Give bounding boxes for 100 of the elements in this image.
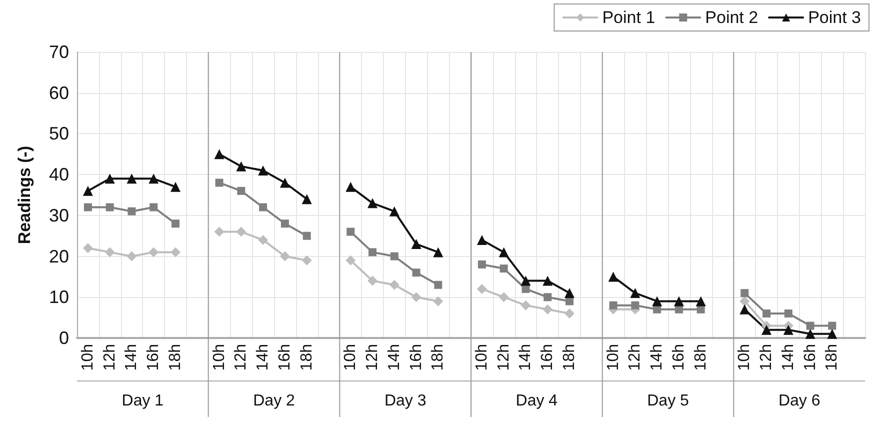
x-tick-label: 18h — [298, 344, 316, 371]
text: Day 1 — [122, 392, 164, 410]
point — [784, 309, 792, 318]
legend-label: Point 1 — [602, 8, 656, 27]
point — [280, 178, 290, 188]
x-tick-label: 14h — [254, 344, 272, 371]
point — [368, 248, 376, 256]
point — [214, 149, 224, 160]
y-tick-label: 20 — [48, 246, 69, 266]
point — [631, 301, 640, 310]
x-tick-label: 16h — [670, 344, 688, 371]
point — [128, 207, 136, 216]
point — [259, 203, 268, 212]
x-tick-label: 10h — [736, 344, 754, 371]
point — [104, 247, 115, 258]
y-tick-label: 60 — [48, 82, 69, 103]
point — [82, 243, 93, 254]
point — [544, 293, 552, 302]
point — [346, 228, 355, 236]
x-tick-label: 10h — [473, 344, 490, 371]
x-tick-label: 18h — [561, 344, 578, 371]
point — [390, 252, 398, 260]
point — [148, 247, 159, 258]
x-tick-label: 18h — [430, 344, 447, 371]
legend-label: Point 3 — [808, 8, 862, 27]
point — [237, 186, 246, 195]
x-tick-label: 16h — [276, 344, 294, 371]
point — [170, 182, 180, 192]
point — [172, 220, 180, 228]
point — [236, 226, 246, 237]
point — [674, 296, 684, 306]
x-tick-label: 10h — [342, 344, 360, 371]
point — [302, 194, 312, 204]
y-tick-label: 30 — [48, 205, 69, 226]
x-tick-label: 16h — [145, 344, 162, 371]
point — [762, 309, 770, 318]
y-tick-label: 0 — [58, 328, 69, 348]
text: Day 6 — [778, 392, 820, 410]
point — [258, 234, 268, 245]
x-tick-label: 16h — [539, 344, 556, 371]
point — [126, 174, 137, 184]
text: Day 3 — [384, 392, 426, 410]
x-tick-label: 18h — [692, 344, 710, 371]
point — [542, 276, 553, 286]
point — [412, 268, 420, 277]
point — [346, 182, 356, 192]
point — [783, 324, 794, 335]
point — [104, 174, 115, 184]
point — [740, 304, 750, 314]
point — [258, 165, 268, 176]
point — [236, 161, 246, 172]
point — [674, 305, 683, 314]
x-tick-label: 14h — [780, 344, 797, 371]
point — [126, 251, 137, 262]
point — [630, 288, 640, 298]
point — [148, 174, 159, 184]
point — [106, 203, 114, 212]
point — [433, 296, 444, 306]
point — [652, 296, 662, 306]
point — [346, 255, 356, 266]
point — [170, 247, 180, 258]
point — [476, 284, 487, 294]
x-tick-label: 12h — [101, 344, 118, 371]
point — [653, 305, 662, 314]
point — [84, 203, 92, 212]
point — [520, 276, 531, 286]
legend-label: Point 2 — [705, 8, 758, 27]
x-tick-label: 16h — [408, 344, 425, 371]
point — [564, 288, 574, 298]
point — [215, 178, 224, 187]
x-tick-label: 12h — [232, 344, 250, 371]
x-tick-label: 12h — [626, 344, 644, 371]
y-tick-label: 40 — [48, 164, 69, 185]
point — [608, 272, 618, 282]
x-tick-label: 14h — [648, 344, 666, 371]
point — [82, 186, 93, 196]
point — [368, 276, 378, 286]
point — [740, 289, 749, 298]
x-tick-label: 14h — [386, 344, 403, 371]
point — [696, 296, 706, 306]
point — [368, 198, 378, 208]
point — [740, 296, 750, 306]
y-axis-title: Readings (-) — [15, 146, 34, 244]
x-tick-label: 14h — [123, 344, 140, 371]
point — [500, 264, 508, 273]
y-tick-label: 50 — [48, 124, 69, 144]
text: Day 2 — [253, 392, 295, 410]
point — [498, 247, 509, 258]
point — [520, 300, 531, 310]
point — [609, 301, 618, 310]
x-tick-label: 12h — [495, 344, 512, 371]
point — [433, 247, 444, 258]
x-tick-label: 12h — [364, 344, 381, 371]
x-tick-label: 18h — [824, 344, 841, 371]
point — [476, 234, 487, 245]
point — [805, 328, 816, 339]
point — [302, 232, 311, 240]
x-tick-label: 18h — [167, 344, 184, 371]
point — [411, 239, 422, 250]
point — [389, 206, 400, 216]
